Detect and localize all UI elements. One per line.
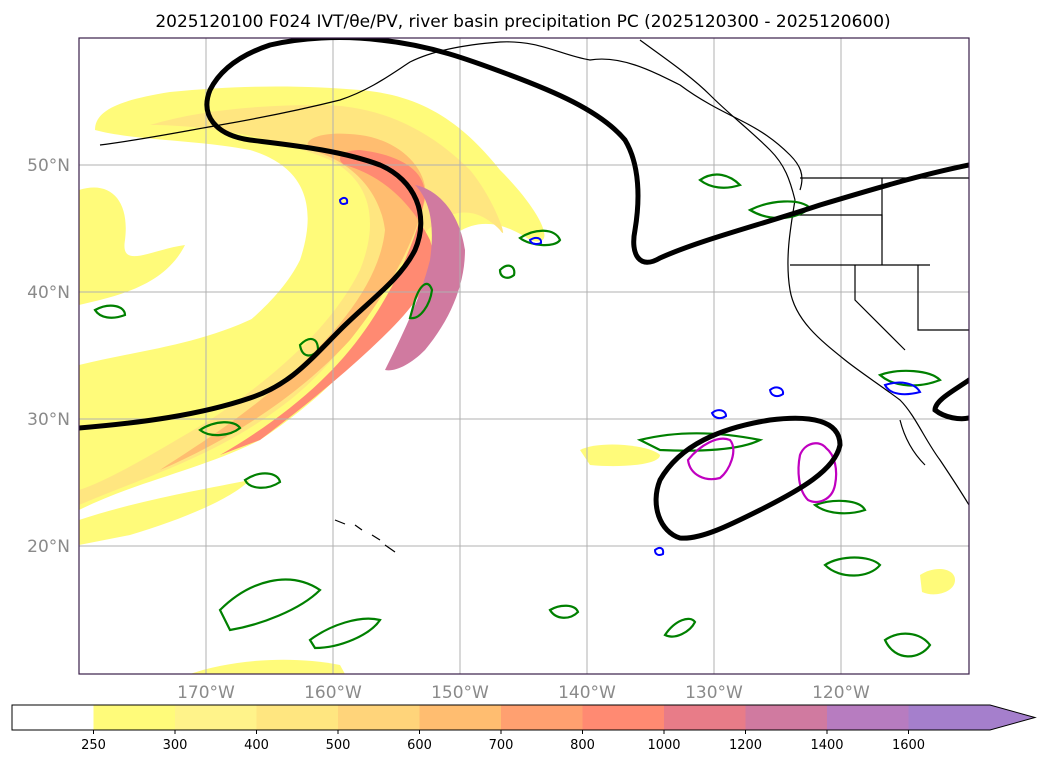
pv-blue-contour <box>883 381 922 396</box>
colorbar-segment <box>12 705 94 730</box>
pv-green-contour <box>93 304 127 319</box>
pv-green-contour <box>198 421 242 437</box>
lat-axis: 50°N 40°N 30°N 20°N <box>27 156 70 557</box>
colorbar-tick-label: 800 <box>570 738 595 753</box>
pv-green-contour <box>498 264 516 279</box>
baja-coast <box>899 419 926 466</box>
pv-green-contour <box>408 282 434 320</box>
lon-axis: 170°W 160°W 150°W 140°W 130°W 120°W <box>177 683 870 703</box>
lon-label-170w: 170°W <box>177 683 235 703</box>
colorbar-tick-label: 1200 <box>729 738 762 753</box>
colorbar-tick-label: 500 <box>326 738 351 753</box>
lon-label-140w: 140°W <box>558 683 616 703</box>
colorbar-tick-label: 400 <box>244 738 269 753</box>
lat-label-20n: 20°N <box>27 537 70 557</box>
ivt-700-region <box>220 150 433 455</box>
pv-green-contour <box>823 556 882 577</box>
pv-green-contour <box>883 632 932 658</box>
colorbar-tick-label: 300 <box>163 738 188 753</box>
ivt-shading <box>79 86 955 674</box>
colorbar-segment <box>827 705 909 730</box>
bc-coast <box>639 39 796 201</box>
colorbar-segment <box>419 705 502 730</box>
ivt-1000-core <box>385 185 465 371</box>
map-panel <box>78 37 970 675</box>
pv-contours-blue <box>338 196 922 556</box>
colorbar-tick-label: 700 <box>489 738 514 753</box>
coastlines <box>99 39 969 553</box>
theta-contour-closed-low <box>653 415 843 541</box>
ivt-250-lower-band <box>79 480 250 545</box>
pv-green-contour <box>308 617 382 650</box>
colorbar-segment <box>582 705 665 730</box>
colorbar-segment <box>256 705 339 730</box>
alaska-coast <box>99 41 803 191</box>
map-frame <box>78 37 970 675</box>
pv-green-contour <box>812 499 867 515</box>
colorbar-tick-label: 1600 <box>892 738 925 753</box>
pv-green-contour <box>548 604 580 619</box>
pv-blue-contour <box>338 196 349 205</box>
colorbar-segment <box>93 705 176 730</box>
us-west-coast <box>787 199 969 506</box>
ivt-250-blob-se <box>920 568 955 595</box>
colorbar-segment <box>338 705 420 730</box>
ivt-250-blob-east <box>580 444 660 467</box>
pv-green-contour <box>243 472 282 489</box>
colorbar-tick-label: 1000 <box>647 738 680 753</box>
colorbar-tick-label: 250 <box>81 738 106 753</box>
lat-label-50n: 50°N <box>27 156 70 176</box>
ivt-250-left-band <box>79 187 185 305</box>
ivt-250-bottom <box>190 659 345 674</box>
colorbar-tick-label: 600 <box>407 738 432 753</box>
ivt-250-upper-arc <box>79 303 308 415</box>
colorbar-tick-label: 1400 <box>810 738 843 753</box>
pv-green-contour <box>218 578 322 632</box>
theta-contour-main <box>79 38 969 431</box>
pv-green-contour <box>698 173 743 189</box>
figure-title: 2025120100 F024 IVT/θe/PV, river basin p… <box>155 12 890 32</box>
colorbar-extend-arrow <box>908 705 1035 730</box>
pv-blue-contour <box>528 236 543 245</box>
state-border-ut <box>917 265 969 331</box>
lon-label-150w: 150°W <box>431 683 489 703</box>
lat-label-40n: 40°N <box>27 283 70 303</box>
precip-contour-west <box>686 437 735 481</box>
pv-blue-contour <box>653 546 665 556</box>
hawaii-islands <box>334 519 396 553</box>
pv-blue-contour <box>768 386 785 398</box>
colorbar-segment <box>175 705 257 730</box>
colorbar-outline <box>11 704 1037 731</box>
theta-e-contours <box>79 38 969 541</box>
colorbar-segment <box>664 705 746 730</box>
lon-label-120w: 120°W <box>812 683 870 703</box>
pv-green-contour <box>663 617 697 638</box>
pv-blue-contour <box>710 409 728 420</box>
colorbar-segment <box>745 705 828 730</box>
colorbar-segment <box>501 705 583 730</box>
state-border-ca-nv <box>854 265 906 351</box>
colorbar: 250 300 400 500 600 700 800 1000 1200 1400 1600 <box>11 704 1037 753</box>
theta-contour-east-edge <box>932 377 969 422</box>
lon-label-160w: 160°W <box>304 683 362 703</box>
lon-label-130w: 130°W <box>685 683 743 703</box>
lat-label-30n: 30°N <box>27 410 70 430</box>
